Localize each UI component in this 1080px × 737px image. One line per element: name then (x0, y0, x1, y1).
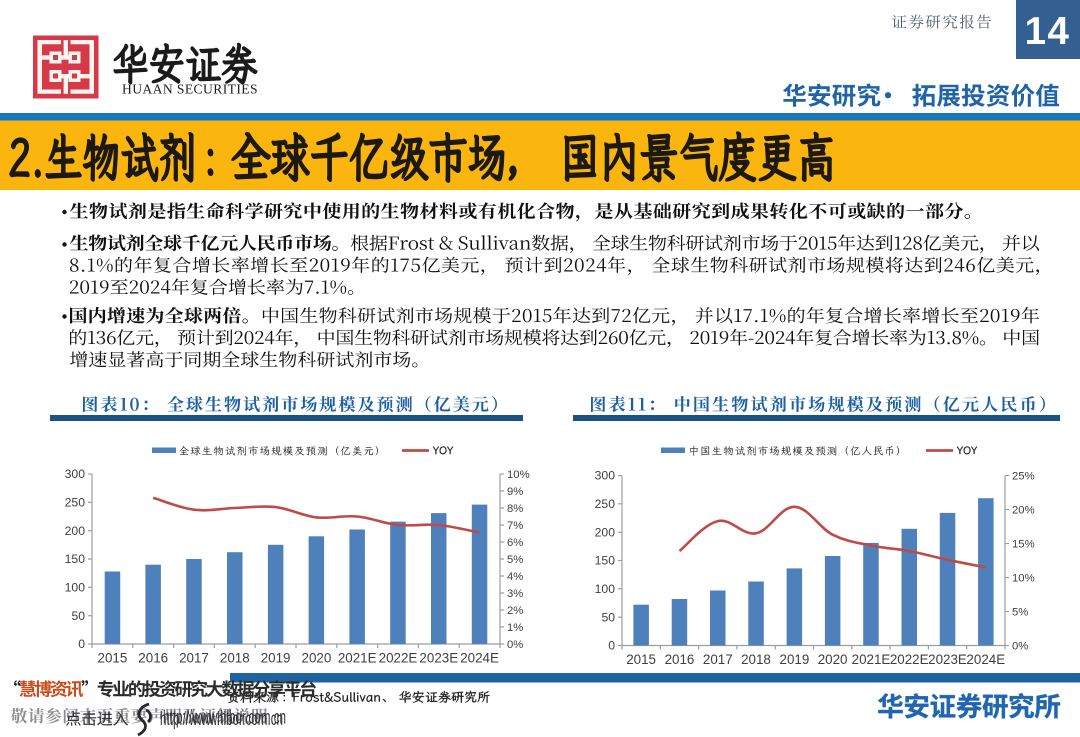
svg-text:100: 100 (595, 582, 616, 596)
svg-text:2019: 2019 (261, 651, 291, 666)
svg-text:0: 0 (608, 639, 615, 653)
svg-text:http://www.hibor.com.cn: http://www.hibor.com.cn (163, 707, 286, 729)
svg-text:5%: 5% (507, 554, 523, 566)
svg-text:2018: 2018 (220, 651, 250, 666)
svg-text:2%: 2% (507, 605, 523, 617)
svg-text:2016: 2016 (138, 651, 168, 666)
svg-text:2021E: 2021E (852, 652, 891, 667)
svg-text:9%: 9% (507, 486, 523, 498)
svg-text:2016: 2016 (665, 652, 695, 667)
svg-text:300: 300 (595, 469, 616, 483)
svg-text:2021E: 2021E (338, 651, 377, 666)
svg-text:2019: 2019 (780, 652, 810, 667)
svg-text:50: 50 (71, 609, 85, 623)
svg-text:0: 0 (78, 637, 85, 651)
svg-text:300: 300 (65, 467, 86, 481)
svg-text:2023E: 2023E (928, 652, 967, 667)
svg-text:2020: 2020 (302, 651, 332, 666)
svg-text:20%: 20% (1012, 505, 1035, 517)
svg-text:100: 100 (65, 581, 86, 595)
svg-text:15%: 15% (1012, 539, 1035, 551)
svg-text:0%: 0% (507, 639, 523, 651)
svg-text:150: 150 (595, 554, 616, 568)
svg-text:2022E: 2022E (890, 652, 929, 667)
svg-text:200: 200 (595, 525, 616, 539)
svg-text:6%: 6% (507, 537, 523, 549)
svg-text:250: 250 (595, 497, 616, 511)
svg-text:4%: 4% (507, 571, 523, 583)
svg-text:250: 250 (65, 496, 86, 510)
svg-text:2024E: 2024E (460, 651, 499, 666)
svg-text:2017: 2017 (703, 652, 733, 667)
svg-text:2023E: 2023E (419, 651, 458, 666)
svg-text:2017: 2017 (179, 651, 209, 666)
svg-text:1%: 1% (507, 622, 523, 634)
svg-text:50: 50 (601, 610, 615, 624)
svg-text:10%: 10% (507, 469, 530, 481)
svg-text:2024E: 2024E (966, 652, 1005, 667)
svg-text:HUAAN SECURITIES: HUAAN SECURITIES (122, 82, 258, 97)
svg-text:2020: 2020 (818, 652, 848, 667)
svg-text:8%: 8% (507, 503, 523, 515)
svg-text:10%: 10% (1012, 573, 1035, 585)
svg-text:0%: 0% (1012, 641, 1028, 653)
svg-text:3%: 3% (507, 588, 523, 600)
svg-text:14: 14 (1025, 10, 1071, 53)
svg-text:7%: 7% (507, 520, 523, 532)
svg-text:2015: 2015 (626, 652, 656, 667)
svg-text:200: 200 (65, 524, 86, 538)
svg-text:150: 150 (65, 552, 86, 566)
svg-text:2018: 2018 (741, 652, 771, 667)
svg-text:http://www.hibor.com.cn: http://www.hibor.com.cn (160, 708, 283, 730)
svg-text:5%: 5% (1012, 607, 1028, 619)
svg-text:2015: 2015 (98, 651, 128, 666)
svg-text:2022E: 2022E (379, 651, 418, 666)
svg-text:25%: 25% (1012, 471, 1035, 483)
